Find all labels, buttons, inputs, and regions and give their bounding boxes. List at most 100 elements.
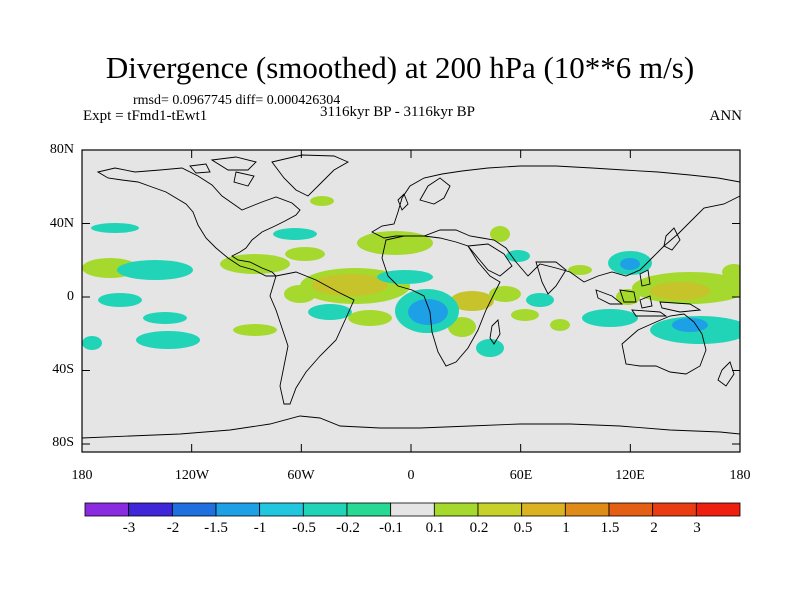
colorbar-label: 2 [650, 520, 658, 536]
positive-anomaly [650, 282, 710, 300]
negative-anomaly [377, 270, 433, 284]
negative-anomaly [136, 331, 200, 349]
negative-anomaly [273, 228, 317, 240]
positive-anomaly [285, 247, 325, 261]
india-coast [535, 261, 567, 295]
australia-coast [621, 313, 707, 375]
colorbar-swatch [564, 502, 610, 517]
colorbar-label: 0.2 [469, 520, 489, 536]
colorbar-label: 1.5 [600, 520, 620, 536]
eurasia-coast [371, 165, 740, 283]
negative-anomaly [82, 336, 102, 350]
x-tick-label: 180 [71, 468, 93, 483]
colorbar-label: -1.5 [204, 520, 228, 536]
x-axis-ticks [81, 150, 741, 452]
colorbar-label: -0.5 [292, 520, 316, 536]
antarctica-coast [82, 415, 740, 439]
maritime-continent-coast [595, 289, 702, 317]
colorbar-swatch [433, 502, 479, 517]
x-tick-label: 60W [287, 468, 315, 483]
colorbar-swatch [608, 502, 654, 517]
positive-anomaly [448, 317, 476, 337]
colorbar-swatch [215, 502, 261, 517]
negative-anomaly [506, 250, 530, 262]
philippines-coast [639, 269, 651, 287]
x-tick-label: 120W [174, 468, 210, 483]
colorbar-label: 0.5 [513, 520, 533, 536]
negative-anomaly [308, 304, 352, 320]
divergence-field [82, 196, 740, 357]
colorbar-swatch [259, 502, 304, 517]
positive-anomaly [550, 319, 570, 331]
greenland-coast [271, 154, 350, 197]
arabia-coast [467, 243, 513, 277]
colorbar-label: -2 [166, 520, 180, 536]
positive-anomaly [450, 291, 494, 311]
south-america-coast [269, 271, 355, 405]
arctic-islands-coast [189, 156, 257, 187]
period-label: 3116kyr BP - 3116kyr BP [320, 104, 476, 120]
positive-anomaly [357, 231, 433, 255]
negative-anomaly [620, 258, 640, 270]
positive-anomaly [490, 226, 510, 242]
positive-anomaly [233, 324, 277, 336]
colorbar-label: 3 [693, 520, 701, 536]
british-isles-coast [397, 193, 409, 211]
japan-coast [663, 227, 681, 251]
africa-coast [381, 235, 501, 367]
madagascar-coast [489, 319, 501, 345]
negative-anomaly [408, 299, 448, 325]
negative-anomaly [476, 339, 504, 357]
negative-anomaly [143, 312, 187, 324]
negative-anomaly [672, 318, 708, 332]
y-tick-label: 0 [67, 289, 74, 304]
y-axis-ticks [82, 149, 740, 445]
season-label: ANN [709, 108, 743, 124]
colorbar-swatch [302, 502, 348, 517]
colorbar-swatch [171, 502, 217, 517]
y-tick-label: 80N [49, 142, 74, 157]
new-zealand-coast [717, 361, 735, 387]
colorbar-label: 1 [562, 520, 570, 536]
y-tick-label: 40S [52, 362, 74, 377]
map-title: Divergence (smoothed) at 200 hPa (10**6 … [105, 50, 695, 85]
positive-anomaly [489, 286, 521, 302]
colorbar-swatch [346, 502, 392, 517]
colorbar-swatch [84, 502, 130, 517]
colorbar-swatch [521, 502, 566, 517]
colorbar-label: -3 [122, 520, 136, 536]
y-tick-label: 80S [52, 435, 74, 450]
x-tick-label: 60E [509, 468, 533, 483]
negative-anomaly [526, 293, 554, 307]
x-tick-label: 0 [407, 468, 415, 483]
colorbar-swatch [652, 502, 697, 517]
colorbar-label: -0.1 [379, 520, 403, 536]
scandinavia-coast [419, 177, 451, 205]
positive-anomaly [312, 274, 388, 296]
y-tick-label: 40N [49, 216, 74, 231]
colorbar [84, 502, 741, 517]
experiment-label: Expt = tFmd1-tEwt1 [83, 108, 208, 124]
positive-anomaly [511, 309, 539, 321]
stats-label: rmsd= 0.0967745 diff= 0.000426304 [133, 93, 341, 108]
negative-anomaly [98, 293, 142, 307]
colorbar-label: -1 [253, 520, 267, 536]
colorbar-label: 0.1 [425, 520, 445, 536]
colorbar-label: -0.2 [336, 520, 360, 536]
north-america-coast [96, 167, 301, 277]
colorbar-swatch [390, 502, 435, 517]
negative-anomaly [91, 223, 139, 233]
positive-anomaly [568, 265, 592, 275]
positive-anomaly [310, 196, 334, 206]
colorbar-swatch [695, 502, 741, 517]
colorbar-swatch [128, 502, 173, 517]
positive-anomaly [722, 264, 740, 280]
positive-anomaly [348, 310, 392, 326]
x-tick-label: 120E [615, 468, 645, 483]
positive-anomaly [284, 285, 316, 303]
negative-anomaly [117, 260, 193, 280]
colorbar-swatch [477, 502, 523, 517]
coastlines [82, 154, 740, 439]
negative-anomaly [582, 309, 638, 327]
